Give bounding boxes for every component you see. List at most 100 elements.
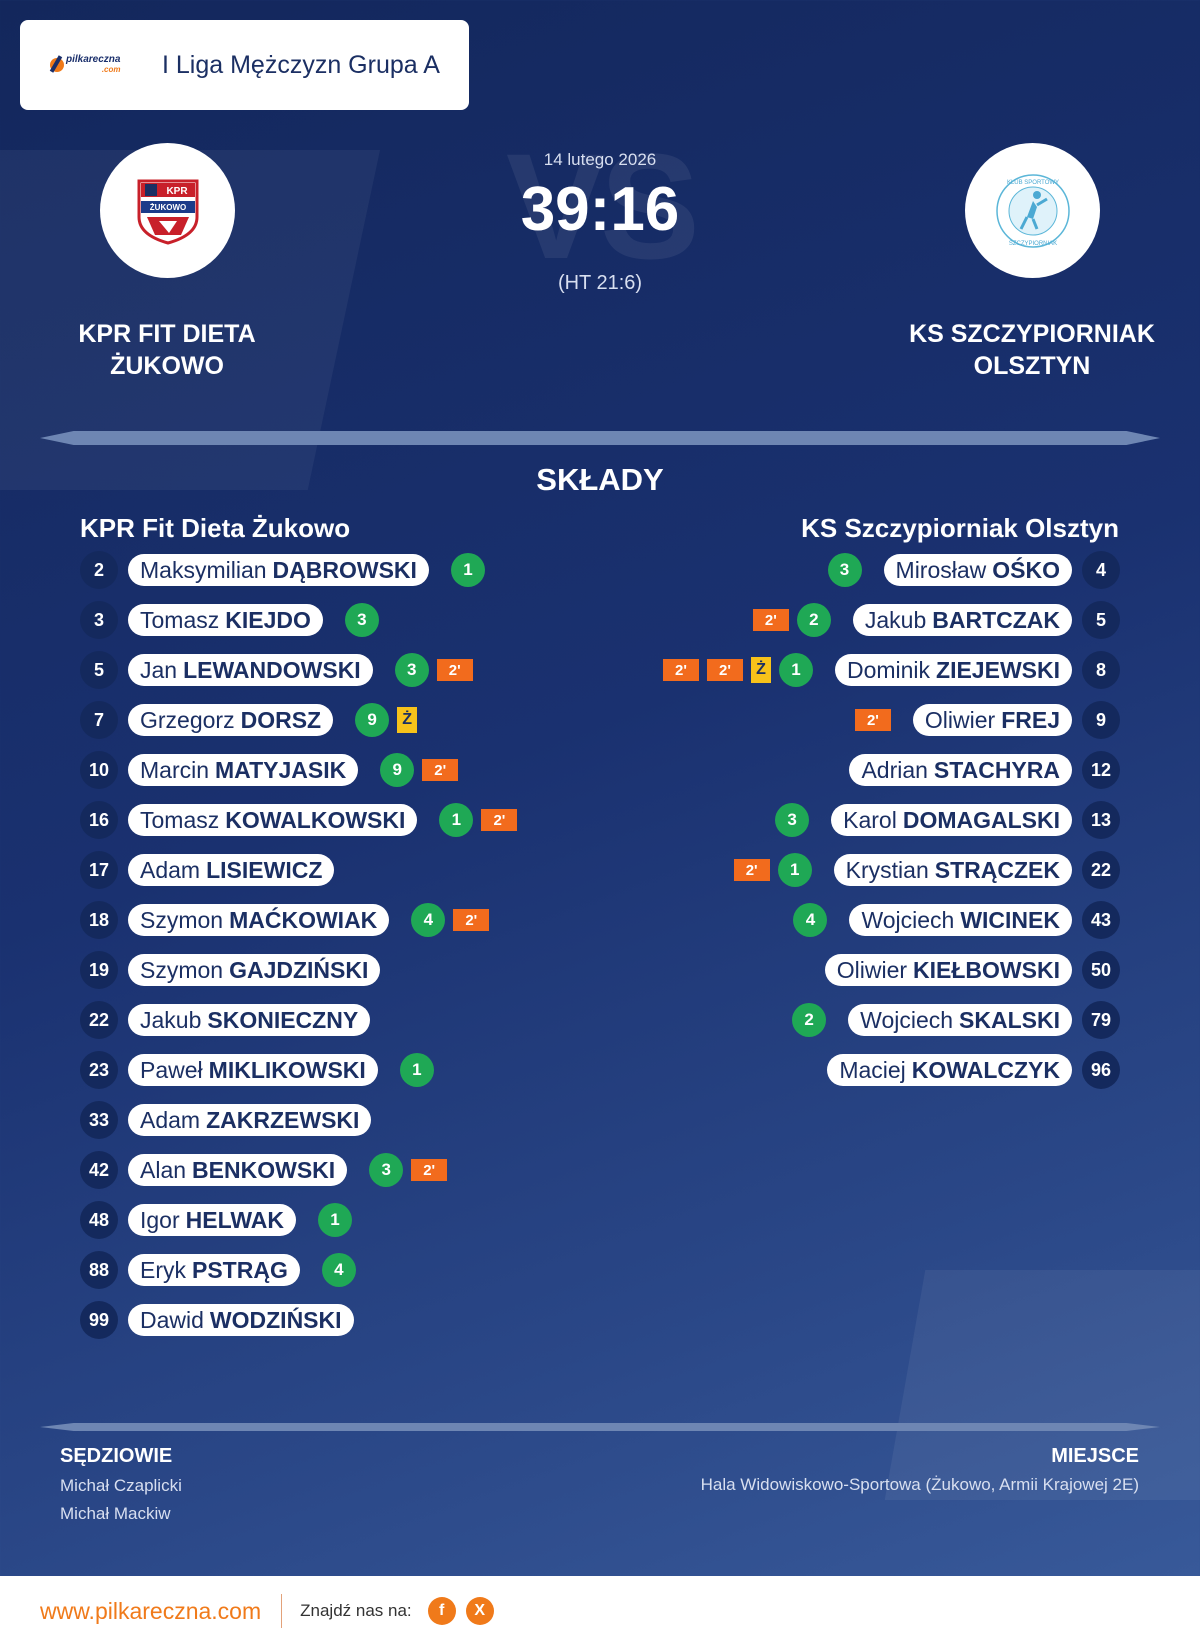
player-name[interactable]: Maciej KOWALCZYK <box>827 1054 1072 1086</box>
player-stats: 3 2' <box>369 1153 448 1187</box>
player-first-name: Alan <box>140 1156 187 1183</box>
player-last-name: MIKLIKOWSKI <box>208 1056 366 1083</box>
handball-player-icon <box>50 58 64 72</box>
player-row: 5 Jan LEWANDOWSKI 3 2' <box>80 651 473 689</box>
szczypiorniak-crest-icon: KLUB SPORTOWY SZCZYPIORNIAK <box>995 173 1070 248</box>
player-name[interactable]: Adam LISIEWICZ <box>128 854 335 886</box>
player-name[interactable]: Igor HELWAK <box>128 1204 297 1236</box>
player-number: 99 <box>80 1301 118 1339</box>
player-name[interactable]: Wojciech SKALSKI <box>848 1004 1072 1036</box>
player-name[interactable]: Mirosław OŚKO <box>883 554 1072 586</box>
player-name[interactable]: Tomasz KOWALKOWSKI <box>128 804 418 836</box>
player-stats: 3 2' <box>394 653 473 687</box>
player-row: 13 Karol DOMAGALSKI 3 <box>775 801 1120 839</box>
player-row: 43 Wojciech WICINEK 4 <box>793 901 1120 939</box>
player-stats: 1 2' <box>439 803 518 837</box>
player-number: 8 <box>1082 651 1120 689</box>
player-name[interactable]: Jakub SKONIECZNY <box>128 1004 371 1036</box>
player-last-name: MATYJASIK <box>215 756 347 783</box>
divider-top <box>40 431 1160 445</box>
player-stats: 4 <box>793 903 828 937</box>
yellow-card-badge: Ż <box>397 707 418 733</box>
player-name[interactable]: Jakub BARTCZAK <box>852 604 1072 636</box>
player-first-name: Jakub <box>140 1006 202 1033</box>
svg-text:ŻUKOWO: ŻUKOWO <box>149 203 185 212</box>
player-number: 22 <box>80 1001 118 1039</box>
player-name[interactable]: Oliwier KIEŁBOWSKI <box>824 954 1072 986</box>
player-row: 12 Adrian STACHYRA <box>827 751 1120 789</box>
suspension-badge: 2' <box>481 809 518 831</box>
goals-badge: 2 <box>796 603 831 637</box>
player-name[interactable]: Oliwier FREJ <box>912 704 1072 736</box>
player-first-name: Oliwier <box>924 706 996 733</box>
match-date: 14 lutego 2026 <box>543 150 657 169</box>
player-number: 13 <box>1082 801 1120 839</box>
player-row: 3 Tomasz KIEJDO 3 <box>80 601 379 639</box>
referee-name: Michał Mackiw <box>60 1504 171 1523</box>
player-name[interactable]: Krystian STRĄCZEK <box>833 854 1072 886</box>
player-row: 10 Marcin MATYJASIK 9 2' <box>80 751 459 789</box>
home-team-name-line2: ŻUKOWO <box>110 352 224 380</box>
player-name[interactable]: Tomasz KIEJDO <box>128 604 323 636</box>
player-name[interactable]: Grzegorz DORSZ <box>128 704 334 736</box>
player-row: 9 Oliwier FREJ 2' <box>854 701 1120 739</box>
player-number: 16 <box>80 801 118 839</box>
player-name[interactable]: Dawid WODZIŃSKI <box>128 1304 354 1336</box>
player-name[interactable]: Alan BENKOWSKI <box>128 1154 348 1186</box>
player-first-name: Adam <box>140 856 201 883</box>
player-last-name: BENKOWSKI <box>192 1156 336 1183</box>
goals-badge: 3 <box>369 1153 404 1187</box>
player-name[interactable]: Marcin MATYJASIK <box>128 754 359 786</box>
goals-badge: 4 <box>321 1253 356 1287</box>
logo-text: pilkareczna <box>66 54 121 65</box>
player-last-name: STRĄCZEK <box>934 856 1060 883</box>
player-number: 88 <box>80 1251 118 1289</box>
player-name[interactable]: Adam ZAKRZEWSKI <box>128 1104 372 1136</box>
player-last-name: ZAKRZEWSKI <box>206 1106 360 1133</box>
player-name[interactable]: Jan LEWANDOWSKI <box>128 654 373 686</box>
player-name[interactable]: Adrian STACHYRA <box>849 754 1072 786</box>
player-row: 88 Eryk PSTRĄG 4 <box>80 1251 356 1289</box>
player-name[interactable]: Szymon MAĆKOWIAK <box>128 904 390 936</box>
facebook-icon[interactable]: f <box>427 1597 456 1625</box>
player-row: 22 Krystian STRĄCZEK 1 2' <box>733 851 1120 889</box>
suspension-badge: 2' <box>733 859 770 881</box>
player-number: 50 <box>1082 951 1120 989</box>
goals-badge: 9 <box>355 703 390 737</box>
player-number: 79 <box>1082 1001 1120 1039</box>
player-number: 7 <box>80 701 118 739</box>
player-name[interactable]: Paweł MIKLIKOWSKI <box>128 1054 378 1086</box>
player-name[interactable]: Karol DOMAGALSKI <box>831 804 1072 836</box>
player-name[interactable]: Dominik ZIEJEWSKI <box>834 654 1072 686</box>
player-number: 42 <box>80 1151 118 1189</box>
player-last-name: GAJDZIŃSKI <box>229 956 369 983</box>
goals-badge: 1 <box>439 803 474 837</box>
website-link[interactable]: www.pilkareczna.com <box>40 1597 262 1624</box>
match-score: 39:16 <box>520 175 680 244</box>
goals-badge: 1 <box>399 1053 434 1087</box>
goals-badge: 3 <box>827 553 862 587</box>
kpr-zukowo-crest-icon: KPR ŻUKOWO <box>137 179 198 245</box>
goals-badge: 4 <box>411 903 446 937</box>
player-name[interactable]: Szymon GAJDZIŃSKI <box>128 954 381 986</box>
referee-name: Michał Czaplicki <box>60 1476 182 1495</box>
player-last-name: DĄBROWSKI <box>272 556 417 583</box>
player-last-name: LISIEWICZ <box>206 856 323 883</box>
player-row: 4 Mirosław OŚKO 3 <box>827 551 1120 589</box>
player-name[interactable]: Wojciech WICINEK <box>849 904 1072 936</box>
player-name[interactable]: Maksymilian DĄBROWSKI <box>128 554 429 586</box>
player-first-name: Grzegorz <box>140 706 235 733</box>
player-number: 96 <box>1082 1051 1120 1089</box>
player-last-name: SKALSKI <box>959 1006 1060 1033</box>
x-twitter-icon[interactable]: X <box>465 1597 494 1625</box>
vs-watermark: VS <box>505 122 700 290</box>
player-name[interactable]: Eryk PSTRĄG <box>128 1254 300 1286</box>
suspension-badge: 2' <box>436 659 473 681</box>
home-team-name: KPR FIT DIETA ŻUKOWO <box>17 318 317 382</box>
player-first-name: Igor <box>140 1206 180 1233</box>
player-number: 12 <box>1082 751 1120 789</box>
player-stats: 2 2' <box>752 603 831 637</box>
footer: www.pilkareczna.com Znajdź nas na: f X <box>0 1576 1200 1646</box>
player-last-name: LEWANDOWSKI <box>183 656 361 683</box>
goals-badge: 1 <box>318 1203 353 1237</box>
